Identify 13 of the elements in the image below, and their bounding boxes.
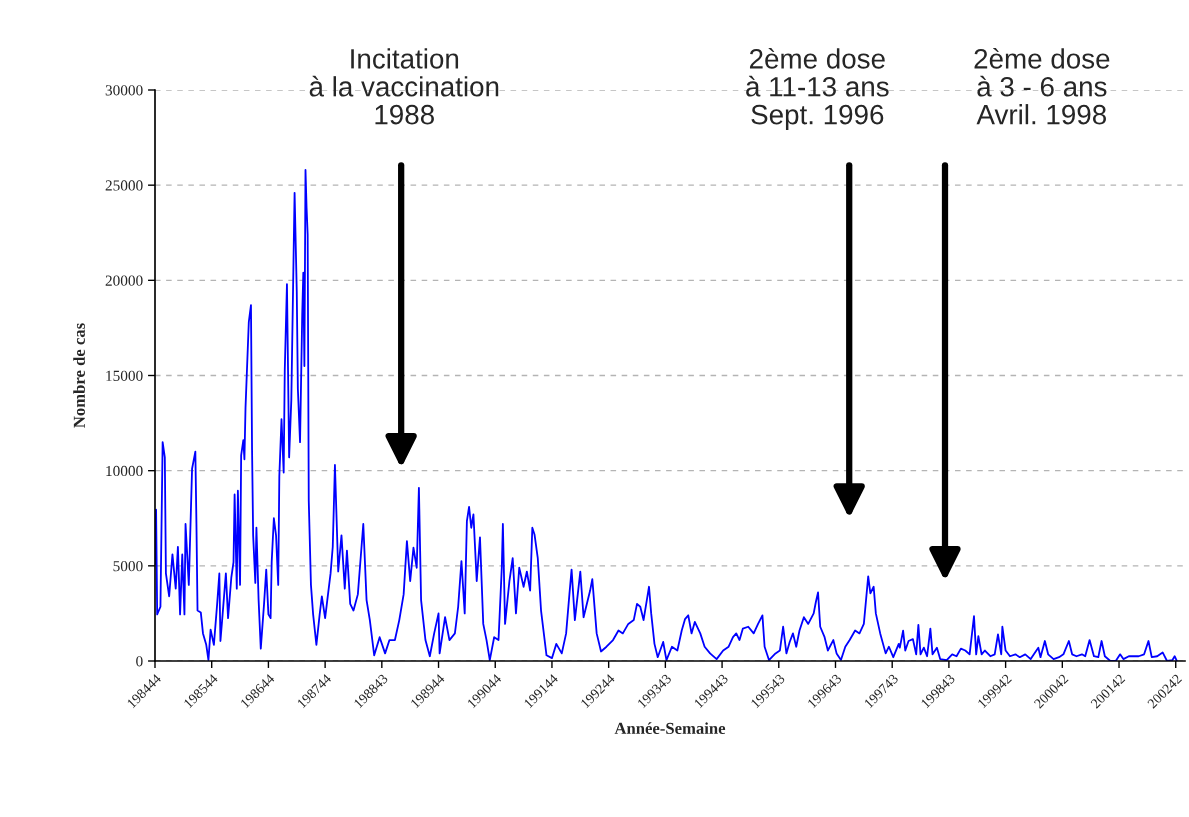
y-tick-label: 0 [136, 656, 143, 667]
y-axis-title: Nombre de cas [73, 323, 85, 428]
y-tick-label: 20000 [105, 275, 143, 286]
y-tick-label: 10000 [106, 465, 143, 477]
annotation: 2ème dose à 3 - 6 ans Avril. 1998 [974, 47, 1110, 125]
annotation: Incitation à la vaccination 1988 [309, 48, 499, 125]
annotation: 2ème dose à 11-13 ans Sept. 1996 [746, 47, 889, 130]
y-tick-label: 25000 [105, 180, 143, 191]
y-tick-label: 30000 [105, 85, 143, 96]
line-series [155, 169, 1178, 661]
y-tick-label: 5000 [113, 560, 143, 572]
y-tick-label: 15000 [106, 370, 143, 381]
x-axis-title: Année-Semaine [614, 722, 726, 735]
